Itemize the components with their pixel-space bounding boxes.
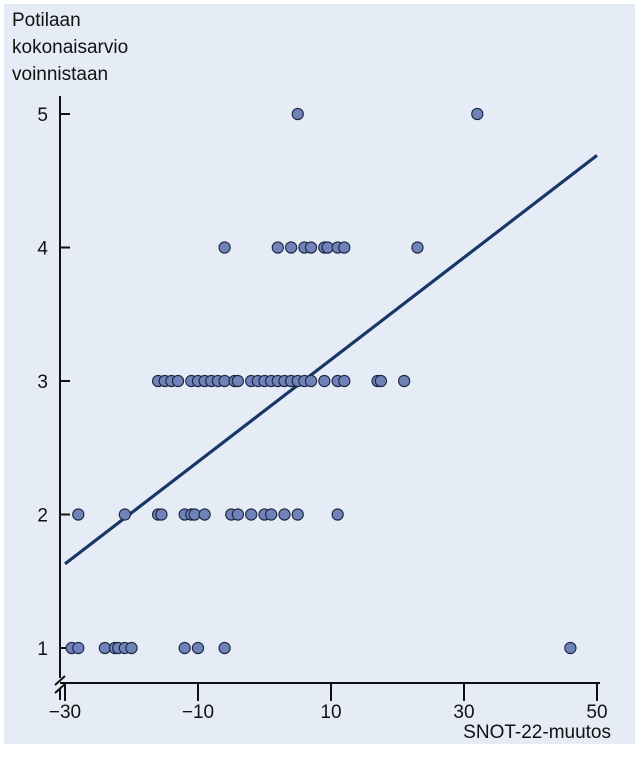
data-point xyxy=(125,641,138,655)
regression-line xyxy=(64,154,598,566)
data-point xyxy=(318,374,331,388)
y-tick-label: 4 xyxy=(37,239,48,260)
data-point xyxy=(471,107,484,121)
data-point xyxy=(271,241,284,254)
x-tick-label: 30 xyxy=(453,702,474,723)
data-point xyxy=(231,508,245,521)
regression-line-group xyxy=(64,154,598,566)
data-point xyxy=(218,641,231,655)
y-axis-break-mark xyxy=(54,675,66,686)
axes: 1 2 3 4 5 −30 −10 10 30 50 xyxy=(37,96,608,723)
y-tick-label: 1 xyxy=(37,639,48,660)
data-point xyxy=(191,641,205,655)
x-tick-label: −30 xyxy=(49,702,81,723)
data-point xyxy=(411,241,424,254)
data-point xyxy=(331,508,344,521)
data-point xyxy=(284,241,298,254)
data-point xyxy=(278,508,291,521)
x-tick-label: −10 xyxy=(182,702,214,723)
data-point xyxy=(291,107,304,121)
data-point xyxy=(231,374,245,388)
data-point xyxy=(171,374,185,388)
data-point xyxy=(72,641,85,655)
data-point xyxy=(72,508,85,521)
y-axis-title-line-1: Potilaan xyxy=(12,10,81,31)
y-axis-break-mark xyxy=(54,683,66,694)
data-point xyxy=(304,374,318,388)
data-point xyxy=(245,508,258,521)
x-tick-label: 50 xyxy=(586,702,607,723)
data-point xyxy=(291,508,304,521)
data-point xyxy=(218,241,231,254)
data-point xyxy=(155,508,168,521)
data-point xyxy=(397,374,411,388)
y-tick-label: 3 xyxy=(37,372,48,393)
y-tick-label: 2 xyxy=(37,506,48,527)
data-point xyxy=(118,508,131,521)
data-points xyxy=(65,107,577,655)
y-tick-label: 5 xyxy=(37,105,48,126)
data-point xyxy=(374,374,388,388)
data-point xyxy=(178,641,191,655)
data-point xyxy=(198,508,211,521)
data-point xyxy=(264,508,278,521)
chart-panel xyxy=(4,4,635,744)
data-point xyxy=(338,374,351,388)
y-axis-title: Potilaan kokonaisarvio voinnistaan xyxy=(12,10,128,85)
y-axis-title-line-3: voinnistaan xyxy=(12,64,108,85)
x-axis-title: SNOT-22-muutos xyxy=(463,722,611,743)
data-point xyxy=(564,641,577,655)
data-point xyxy=(304,241,318,254)
y-axis-title-line-2: kokonaisarvio xyxy=(12,37,128,58)
x-tick-label: 10 xyxy=(320,702,341,723)
data-point xyxy=(338,241,351,254)
